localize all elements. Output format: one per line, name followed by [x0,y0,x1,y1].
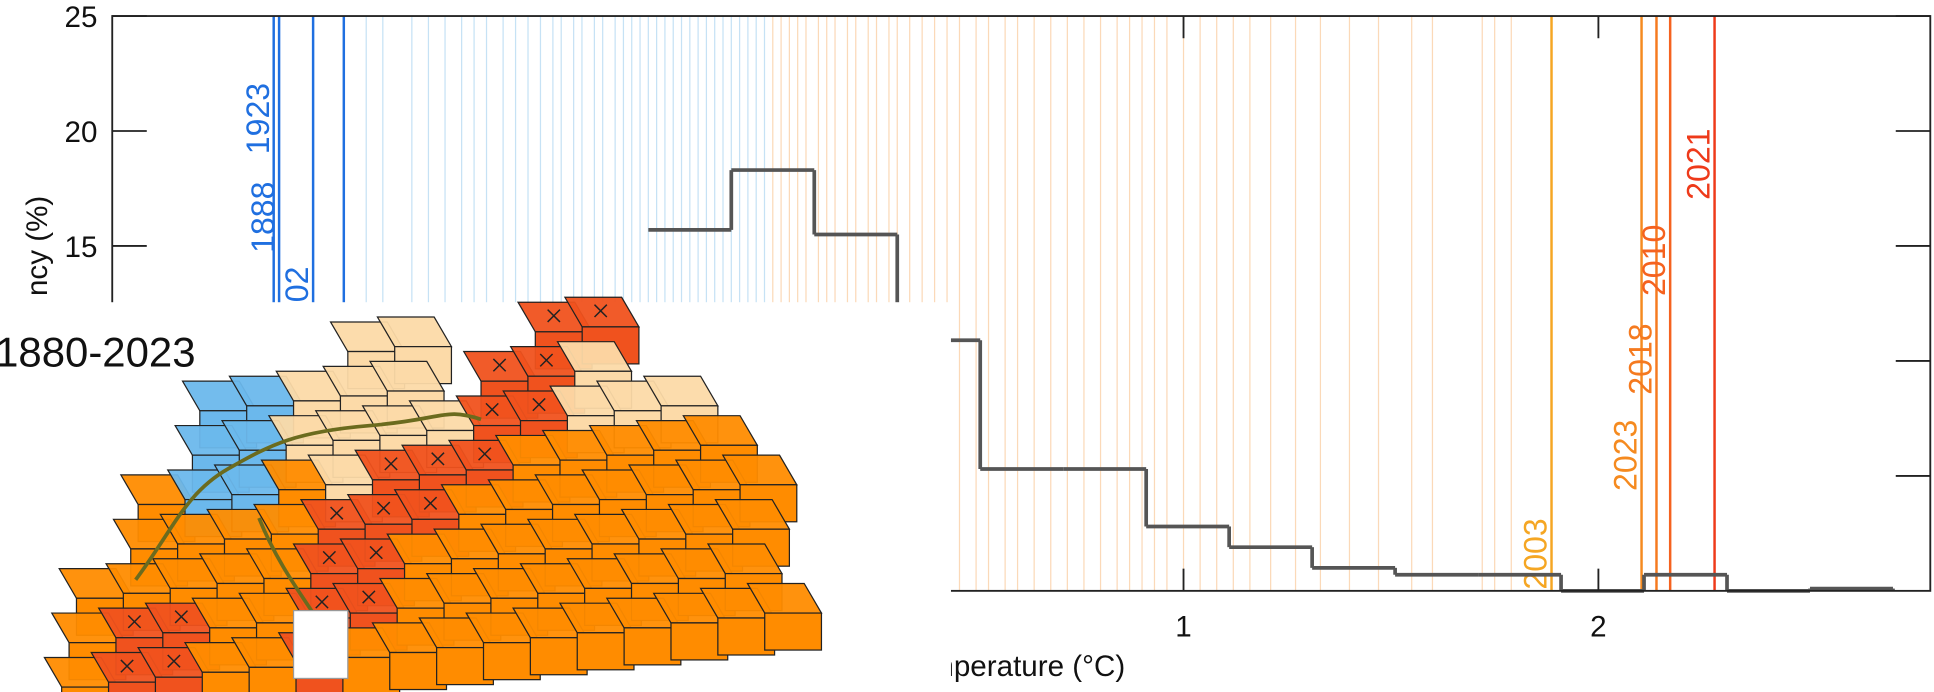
block-cross [362,590,376,604]
year-label: 2018 [1623,323,1659,394]
year-label: 2003 [1518,518,1554,589]
inset-title: 1880-2023 [0,328,196,375]
block-cross [485,402,499,417]
block-cross [330,506,344,520]
year-label: 2010 [1636,225,1672,296]
inset-map: 1880-2023 [0,296,951,692]
y-tick-label: 15 [65,231,98,264]
block-cross [593,304,608,318]
block-cross [423,496,438,510]
block-front [764,612,823,651]
block-front [61,686,120,692]
block-cross [120,659,134,673]
block-map [43,296,823,692]
block-cross [492,358,507,372]
year-label: 1888 [245,182,281,253]
block-front [154,676,213,692]
block-cross [539,353,554,367]
x-tick-label: 2 [1590,610,1606,643]
map-gap [292,609,349,680]
block-cross [174,610,189,624]
block-cross [431,452,445,466]
block-cross [532,397,546,412]
block-cross [478,447,492,461]
x-axis-label: nperature (°C) [937,650,1125,683]
x-tick-label: 1 [1175,610,1191,643]
year-label: 2021 [1681,128,1717,199]
y-tick-label: 20 [65,116,98,149]
block-cross [322,550,337,565]
block-cross [127,614,142,629]
year-label: 2023 [1608,420,1644,491]
block-front [107,681,166,692]
year-label: 02 [279,267,315,303]
y-axis-label: ncy (%) [21,196,54,296]
block-cross [315,595,329,609]
y-tick-label: 25 [65,1,98,34]
year-label: 1923 [240,83,276,154]
block-cross [369,545,383,560]
block-cross [376,501,391,515]
block-cross [167,654,181,668]
block-cross [384,457,398,471]
block-cross [547,309,561,323]
